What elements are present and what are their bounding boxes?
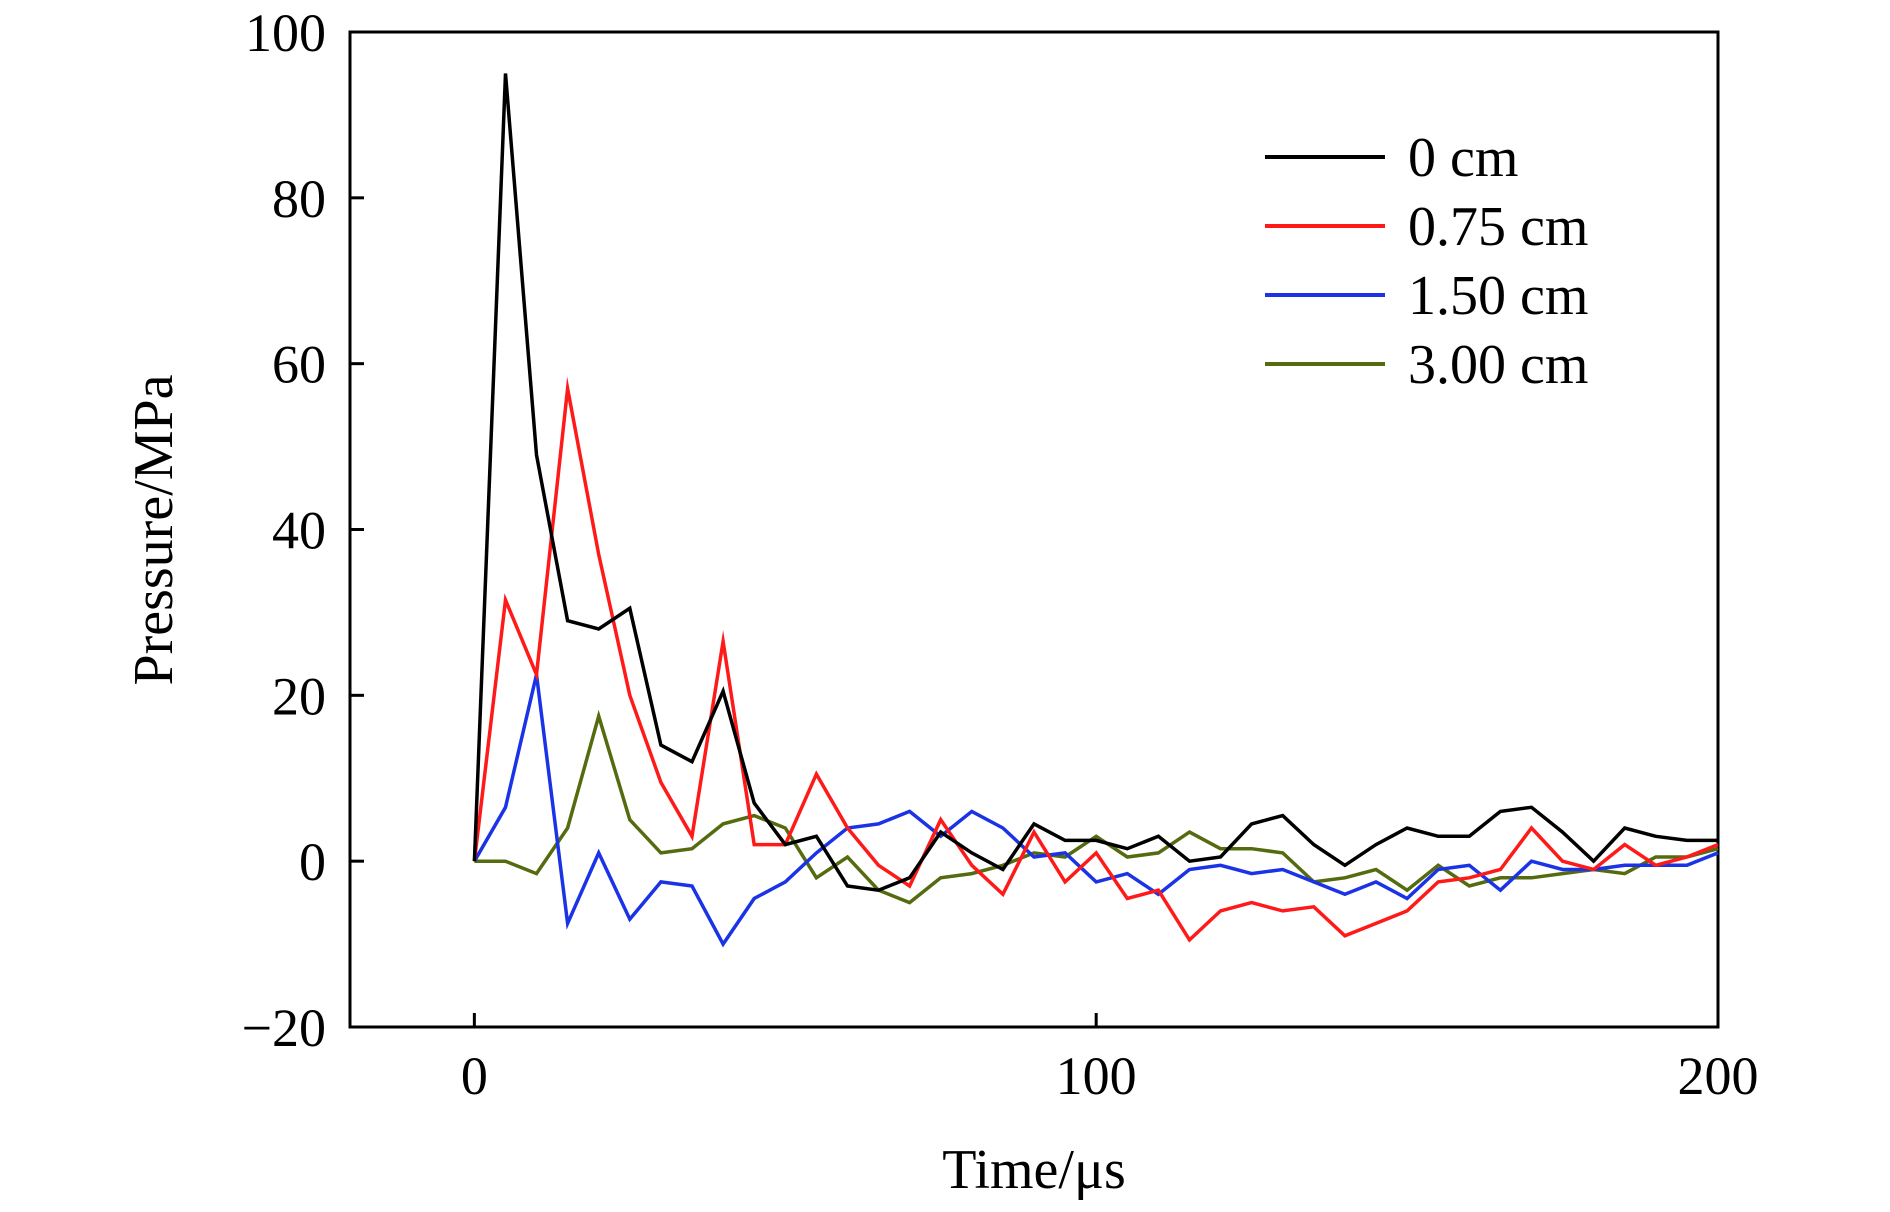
y-tick-label: 0 <box>299 832 326 892</box>
x-tick-label: 100 <box>1056 1046 1137 1106</box>
axis-ticks: 0 100 200 −20 0 20 40 60 80 100 <box>242 3 1759 1106</box>
y-tick-label: −20 <box>242 998 326 1058</box>
x-tick-label: 200 <box>1678 1046 1759 1106</box>
legend-label: 1.50 cm <box>1408 265 1588 327</box>
y-tick-label: 100 <box>245 3 326 63</box>
legend-label: 0.75 cm <box>1408 196 1588 258</box>
x-axis-label: Time/μs <box>942 1139 1126 1201</box>
y-tick-label: 80 <box>272 169 326 229</box>
series-line <box>474 709 1719 905</box>
legend-label: 0 cm <box>1408 127 1518 189</box>
legend-label: 3.00 cm <box>1408 334 1588 396</box>
y-tick-label: 20 <box>272 666 326 726</box>
y-tick-label: 40 <box>272 501 326 561</box>
legend: 0 cm 0.75 cm 1.50 cm 3.00 cm <box>1265 127 1588 396</box>
y-axis-label: Pressure/MPa <box>123 374 185 685</box>
series-line <box>472 73 1718 892</box>
series-line <box>472 664 1719 948</box>
y-tick-label: 60 <box>272 335 326 395</box>
series-layer <box>472 73 1719 948</box>
x-tick-label: 0 <box>461 1046 488 1106</box>
series-line <box>472 376 1719 943</box>
